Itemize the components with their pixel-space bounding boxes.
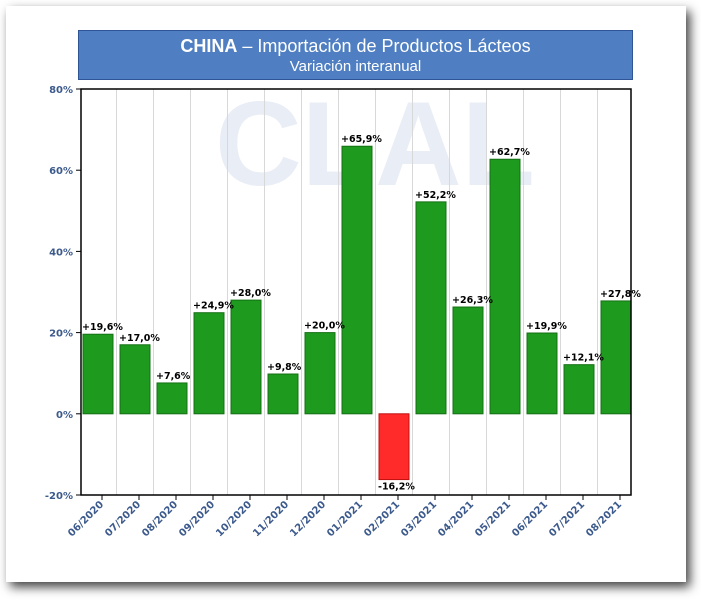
x-tick-label: 03/2021: [399, 499, 439, 539]
data-label: -16,2%: [378, 482, 415, 493]
bar: [489, 158, 521, 415]
x-tick-label: 12/2020: [288, 499, 328, 539]
x-tick-label: 11/2020: [251, 499, 291, 539]
bar: [415, 201, 447, 415]
data-label: +62,7%: [489, 147, 530, 158]
y-tick-label: 40%: [49, 247, 73, 258]
data-label: +20,0%: [304, 321, 345, 332]
data-label: +17,0%: [119, 333, 160, 344]
title-country: CHINA: [180, 36, 238, 56]
bar: [230, 299, 262, 415]
x-tick-label: 06/2021: [510, 499, 550, 539]
bar: [304, 332, 336, 415]
bar: [156, 382, 188, 415]
chart-title: CHINA – Importación de Productos Lácteos: [79, 36, 632, 56]
x-tick-label: 06/2020: [66, 499, 106, 539]
bar: [526, 332, 558, 415]
data-label: +19,6%: [82, 322, 123, 333]
title-rest: – Importación de Productos Lácteos: [237, 36, 531, 56]
x-tick-label: 07/2020: [103, 499, 143, 539]
bar: [600, 300, 632, 415]
x-tick-label: 08/2020: [140, 499, 180, 539]
data-label: +24,9%: [193, 301, 234, 312]
y-tick-label: 20%: [49, 329, 73, 340]
data-label: +7,6%: [156, 371, 191, 382]
data-label: +65,9%: [341, 134, 382, 145]
y-axis-ticks: 80% 60% 40% 20% 0% -20%: [45, 85, 81, 502]
bar: [267, 373, 299, 415]
y-tick-label: -20%: [45, 491, 73, 502]
x-tick-label: 04/2021: [436, 499, 476, 539]
data-label: +9,8%: [267, 362, 302, 373]
y-tick-label: 60%: [49, 166, 73, 177]
watermark: CLAL: [215, 77, 535, 211]
plot-area-border: [80, 88, 632, 496]
x-tick-label: 01/2021: [325, 499, 365, 539]
chart-title-box: CHINA – Importación de Productos Lácteos…: [78, 30, 633, 80]
bar: [82, 333, 114, 415]
data-label: +27,8%: [600, 289, 641, 300]
bar: [193, 312, 225, 415]
bar: [563, 364, 595, 415]
data-label: +28,0%: [230, 288, 271, 299]
bars: [82, 145, 632, 481]
grid-lines: [116, 89, 598, 495]
y-tick-label: 80%: [49, 85, 73, 96]
chart-subtitle: Variación interanual: [289, 58, 422, 75]
data-label: +19,9%: [526, 321, 567, 332]
data-label: +12,1%: [563, 353, 604, 364]
y-tick-label: 0%: [56, 410, 73, 421]
bar: [378, 413, 410, 481]
bar: [452, 306, 484, 415]
x-axis-ticks: 06/202007/202008/202009/202010/202011/20…: [66, 495, 624, 539]
data-label: +52,2%: [415, 190, 456, 201]
x-tick-label: 07/2021: [547, 499, 587, 539]
data-label: +26,3%: [452, 295, 493, 306]
x-tick-label: 05/2021: [473, 499, 513, 539]
x-tick-label: 02/2021: [362, 499, 402, 539]
x-tick-label: 10/2020: [214, 499, 254, 539]
data-labels: +19,6%+17,0% +7,6% +24,9% +28,0% +9,8% +20,0%…: [82, 134, 641, 492]
bar: [341, 145, 373, 415]
x-tick-label: 08/2021: [584, 499, 624, 539]
bar: [119, 344, 151, 415]
x-tick-label: 09/2020: [177, 499, 217, 539]
